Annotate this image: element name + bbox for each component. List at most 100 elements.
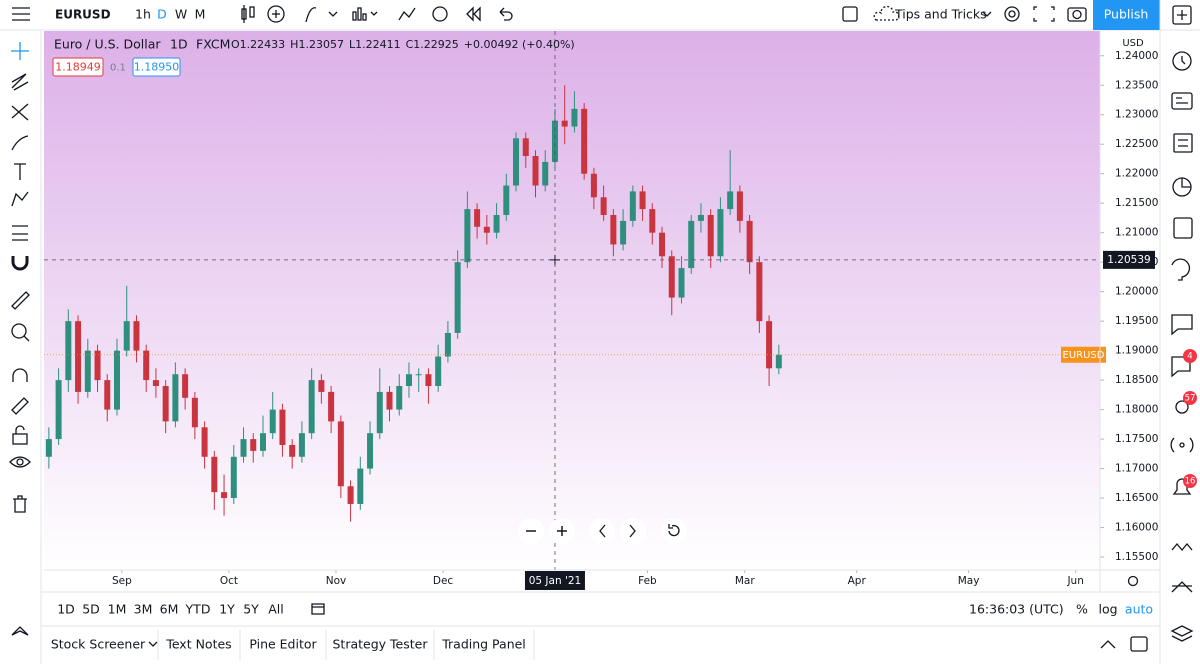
top-toolbar bbox=[0, 0, 1200, 30]
candle-body bbox=[474, 209, 481, 227]
candle-body bbox=[376, 391, 383, 434]
x-tick-label: Oct bbox=[220, 575, 238, 587]
menu-icon[interactable] bbox=[12, 7, 30, 21]
panel-tab[interactable]: Pine Editor bbox=[249, 637, 317, 652]
y-tick-label: 1.22000 bbox=[1115, 168, 1158, 180]
candle-body bbox=[629, 191, 636, 221]
spread: 0.1 bbox=[110, 63, 126, 74]
range-button[interactable]: 5Y bbox=[243, 602, 259, 617]
toolbar-icons[interactable] bbox=[241, 5, 1087, 23]
range-button[interactable]: 5D bbox=[82, 602, 100, 617]
bid-price[interactable]: 1.18949 bbox=[55, 61, 101, 74]
y-tick-label: 1.17000 bbox=[1115, 463, 1158, 475]
legend-label: O bbox=[231, 38, 240, 51]
interval-button[interactable]: M bbox=[195, 7, 206, 22]
candle-body bbox=[503, 185, 510, 215]
candle-body bbox=[308, 380, 315, 434]
panel-tab[interactable]: Strategy Tester bbox=[333, 637, 429, 652]
publish-button[interactable] bbox=[1093, 0, 1160, 30]
interval-button[interactable]: D bbox=[157, 7, 167, 22]
candle-body bbox=[162, 386, 169, 422]
panel-tab[interactable]: Text Notes bbox=[165, 637, 231, 652]
badge-count: 4 bbox=[1187, 352, 1192, 362]
x-tick-label: May bbox=[958, 575, 980, 587]
y-tick-label: 1.20000 bbox=[1115, 286, 1158, 298]
screener-dropdown[interactable] bbox=[148, 641, 158, 647]
range-button[interactable]: 3M bbox=[134, 602, 153, 617]
candle-body bbox=[444, 332, 451, 357]
panel-tab[interactable]: Stock Screener bbox=[51, 637, 146, 652]
left-toolbar-icons[interactable] bbox=[9, 42, 31, 636]
range-button[interactable]: All bbox=[268, 602, 284, 617]
candle-body bbox=[318, 380, 325, 392]
scale-option[interactable]: log bbox=[1098, 602, 1117, 617]
legend-label: L bbox=[349, 38, 356, 51]
candle-body bbox=[396, 386, 403, 410]
candle-body bbox=[191, 397, 198, 428]
y-tick-label: 1.19000 bbox=[1115, 345, 1158, 357]
candle-body bbox=[775, 354, 782, 369]
candle-body bbox=[113, 350, 120, 410]
legend-label: H bbox=[290, 38, 298, 51]
ohlc-legend: O1.22433 H1.23057 L1.22411 C1.22925 +0.00492… bbox=[231, 38, 575, 51]
tips-button[interactable]: Tips and Tricks bbox=[894, 7, 987, 22]
date-range-icon[interactable] bbox=[311, 603, 325, 615]
y-tick-label: 1.19500 bbox=[1115, 315, 1158, 327]
range-button[interactable]: 1Y bbox=[219, 602, 235, 617]
candle-body bbox=[736, 191, 743, 221]
candle-body bbox=[464, 209, 471, 263]
symbol-price-label: EURUSD bbox=[1063, 350, 1105, 361]
candle-body bbox=[221, 492, 228, 499]
panel-tab[interactable]: Trading Panel bbox=[441, 637, 526, 652]
candle-body bbox=[94, 350, 101, 381]
settings-icon[interactable] bbox=[1127, 575, 1139, 587]
ask-box[interactable] bbox=[132, 57, 181, 77]
legend-value: 1.23057 bbox=[298, 38, 344, 51]
candle-body bbox=[581, 108, 588, 174]
crosshair-price-label: 1.20539 bbox=[1107, 254, 1150, 266]
ask-price[interactable]: 1.18950 bbox=[134, 61, 180, 74]
range-button[interactable]: 1D bbox=[57, 602, 75, 617]
scale-option[interactable]: % bbox=[1076, 602, 1088, 617]
candle-body bbox=[357, 468, 364, 504]
chart-source: FXCM bbox=[196, 37, 230, 52]
candle-body bbox=[240, 439, 247, 457]
right-sidebar-icons[interactable] bbox=[1170, 5, 1194, 642]
candle-body bbox=[230, 456, 237, 499]
publish-label[interactable]: Publish bbox=[1104, 7, 1149, 22]
interval-button[interactable]: W bbox=[175, 7, 187, 22]
collapse-panel[interactable] bbox=[1100, 640, 1116, 649]
y-tick-label: 1.17500 bbox=[1115, 433, 1158, 445]
y-tick-label: 1.15500 bbox=[1115, 551, 1158, 563]
candle-body bbox=[133, 321, 140, 351]
candle-body bbox=[367, 433, 374, 469]
bid-box[interactable] bbox=[52, 57, 104, 77]
legend-value: 1.22433 bbox=[240, 38, 286, 51]
chart-navigation[interactable] bbox=[518, 518, 687, 544]
candle-body bbox=[766, 321, 773, 369]
x-tick-label: Sep bbox=[112, 575, 132, 587]
candle-body bbox=[493, 214, 500, 233]
candle-body bbox=[756, 262, 763, 322]
crosshair-date-label: 05 Jan '21 bbox=[529, 575, 581, 587]
range-button[interactable]: 6M bbox=[160, 602, 179, 617]
candle-body bbox=[659, 232, 666, 257]
badge bbox=[1183, 391, 1197, 405]
x-tick-label: Feb bbox=[638, 575, 657, 587]
scale-option[interactable]: auto bbox=[1125, 602, 1153, 617]
symbol[interactable]: EURUSD bbox=[55, 8, 111, 22]
candle-body bbox=[182, 374, 189, 398]
candle-body bbox=[259, 433, 266, 451]
crosshair-date-tag bbox=[524, 571, 585, 590]
candle-body bbox=[201, 427, 208, 457]
candle-body bbox=[279, 409, 286, 445]
range-button[interactable]: 1M bbox=[108, 602, 127, 617]
candle-body bbox=[75, 321, 82, 392]
range-button[interactable]: YTD bbox=[185, 602, 211, 617]
interval-button[interactable]: 1h bbox=[135, 7, 151, 22]
candle-body bbox=[405, 374, 412, 387]
candle-body bbox=[483, 226, 490, 233]
crosshair-price-tag bbox=[1103, 250, 1155, 269]
y-tick-label: 1.21500 bbox=[1115, 197, 1158, 209]
maximize-panel[interactable] bbox=[1130, 636, 1148, 652]
